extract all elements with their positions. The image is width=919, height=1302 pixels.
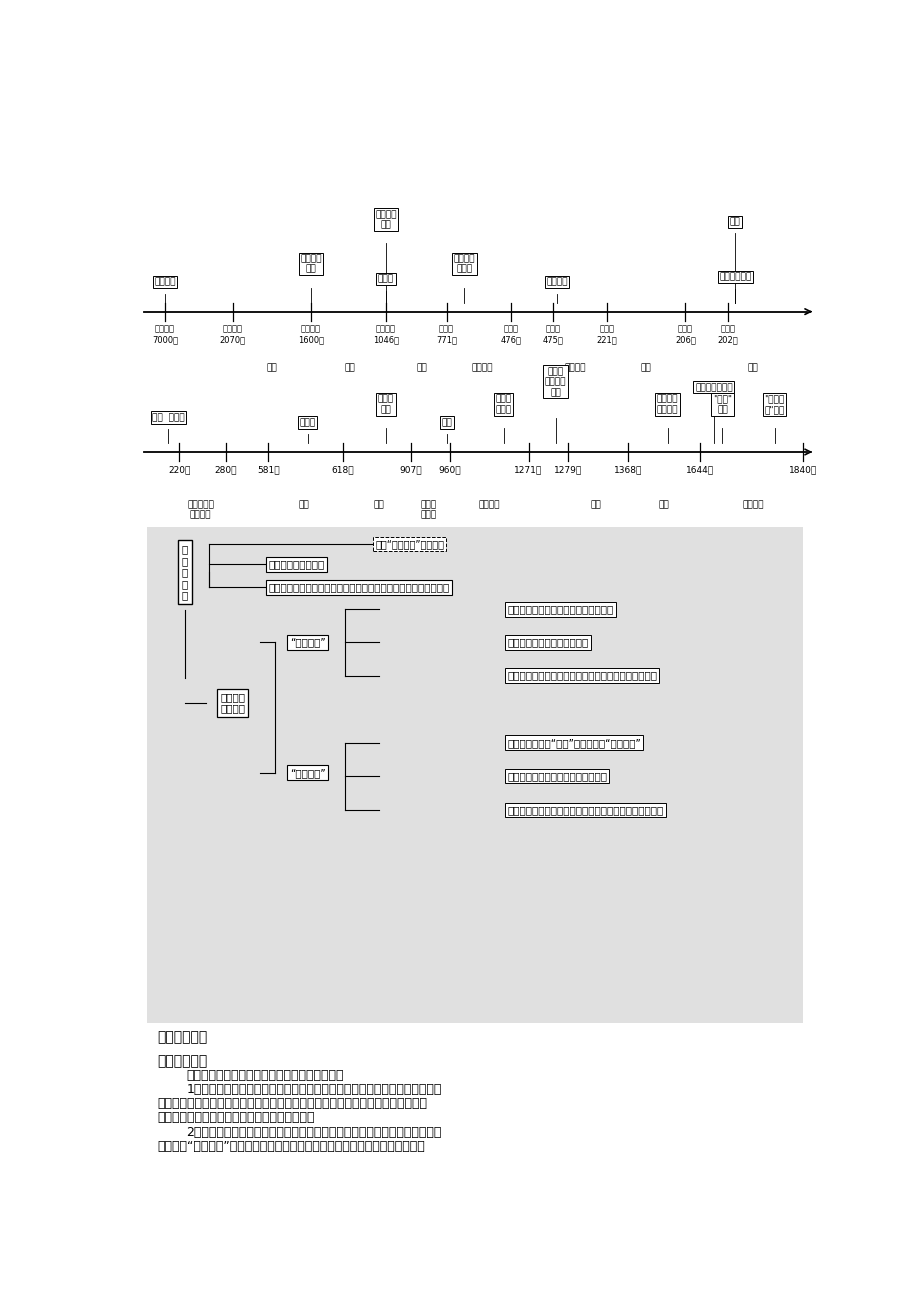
Text: "海禁"
政策: "海禁" 政策 — [712, 395, 732, 414]
Text: 秦朝: 秦朝 — [641, 363, 651, 372]
Text: 280年: 280年 — [214, 465, 236, 474]
Text: 五、合作探究: 五、合作探究 — [158, 1055, 208, 1069]
Text: 历程：明朝开始“海禁”，清朝实行“闭关锁国”: 历程：明朝开始“海禁”，清朝实行“闭关锁国” — [506, 738, 641, 747]
Text: 公元前
476年: 公元前 476年 — [500, 324, 521, 344]
Text: 丝绸之路开通: 丝绸之路开通 — [719, 272, 751, 281]
Text: 约公元前
1600年: 约公元前 1600年 — [298, 324, 323, 344]
Text: “重农抑商”: “重农抑商” — [289, 638, 325, 647]
Text: 均田制: 均田制 — [299, 418, 315, 427]
Text: 战国时期: 战国时期 — [563, 363, 585, 372]
Text: 1271年: 1271年 — [514, 465, 542, 474]
FancyBboxPatch shape — [147, 527, 802, 1023]
Text: 鲁国按亩
收税等: 鲁国按亩 收税等 — [453, 254, 474, 273]
Text: 鐵犊牛耕: 鐵犊牛耕 — [546, 277, 567, 286]
Text: 四大商
业名镇: 四大商 业名镇 — [495, 395, 511, 414]
Text: 约公元前
1046年: 约公元前 1046年 — [372, 324, 399, 344]
Text: 隋朝: 隋朝 — [299, 500, 309, 509]
Text: 春秋时期: 春秋时期 — [471, 363, 493, 372]
Text: 具有分散性、封闭性、落后性、脖弱性等特点。: 具有分散性、封闭性、落后性、脖弱性等特点。 — [158, 1111, 315, 1124]
Text: 公元前
206年: 公元前 206年 — [675, 324, 695, 344]
Text: 井田制: 井田制 — [378, 275, 393, 284]
Text: 1840年: 1840年 — [789, 465, 816, 474]
Text: 资本主义
萌芽出现: 资本主义 萌芽出现 — [656, 395, 677, 414]
Text: 公元前
221年: 公元前 221年 — [596, 324, 617, 344]
Text: 五代十
国时期: 五代十 国时期 — [420, 500, 437, 519]
Text: 约公元前
7000年: 约公元前 7000年 — [152, 324, 177, 344]
Text: 元朝: 元朝 — [590, 500, 601, 509]
Text: 西周: 西周 — [415, 363, 426, 372]
Text: 三国两晋南
北朝时期: 三国两晋南 北朝时期 — [187, 500, 214, 519]
Text: 唐朝“以农为本”经营农业: 唐朝“以农为本”经营农业 — [375, 539, 444, 549]
Text: 两宋时期: 两宋时期 — [478, 500, 500, 509]
Text: 青瓷: 青瓷 — [729, 217, 740, 227]
Text: 柜坊和
飞錢: 柜坊和 飞錢 — [378, 395, 393, 414]
Text: 一、小农经济、自然经济与商品经济的基本内涵: 一、小农经济、自然经济与商品经济的基本内涵 — [186, 1069, 344, 1082]
Text: "闭关锁
国"政策: "闭关锁 国"政策 — [764, 395, 784, 414]
Text: 斜纹提花
织物: 斜纹提花 织物 — [375, 210, 396, 229]
Text: 明朝: 明朝 — [658, 500, 669, 509]
Text: 元明清时期：继续繁荣，出现资本主义萌芽，但中外贸易开始委缩: 元明清时期：继续繁荣，出现资本主义萌芽，但中外贸易开始委缩 — [268, 582, 449, 592]
Text: 古代主要
经济政策: 古代主要 经济政策 — [220, 691, 244, 713]
Text: 两宋时期：空前繁荣: 两宋时期：空前繁荣 — [268, 560, 324, 569]
Text: 商朝: 商朝 — [345, 363, 356, 372]
Text: 影响：封建社会初期是必要的，但后来阻碍了社会进步: 影响：封建社会初期是必要的，但后来阻碍了社会进步 — [506, 671, 656, 681]
Text: 960年: 960年 — [438, 465, 461, 474]
Text: 公元前
771年: 公元前 771年 — [436, 324, 457, 344]
Text: 公元前
475年: 公元前 475年 — [542, 324, 563, 344]
Text: 世界第
一大港：
泉州: 世界第 一大港： 泉州 — [544, 367, 566, 397]
Text: 四、自主学习: 四、自主学习 — [158, 1030, 208, 1044]
Text: 白瓷  灌阙法: 白瓷 灌阙法 — [152, 413, 185, 422]
Text: 经济。它产生于春秋战国时期鐵犊牛耕的背景下，其性质是自给自足的自然经济，: 经济。它产生于春秋战国时期鐵犊牛耕的背景下，其性质是自给自足的自然经济， — [158, 1096, 427, 1109]
Text: 1644年: 1644年 — [685, 465, 713, 474]
Text: 本特征是“自给自足”，和商品经济相对立。自然经济早在原始社会就产生了，是: 本特征是“自给自足”，和商品经济相对立。自然经济早在原始社会就产生了，是 — [158, 1139, 425, 1152]
Text: 唐朝: 唐朝 — [373, 500, 384, 509]
Text: 1279年: 1279年 — [553, 465, 581, 474]
Text: 夏朝: 夏朝 — [267, 363, 277, 372]
Text: 结
构
与
特
点: 结 构 与 特 点 — [182, 544, 187, 600]
Text: 刀耕火种: 刀耕火种 — [154, 277, 176, 286]
Text: 内容：严格限制中外交往和中外贸易: 内容：严格限制中外交往和中外贸易 — [506, 771, 607, 781]
Text: 1．小农经济是以土地私有制为基础，以家庭为生产单位的小规模的个体农民: 1．小农经济是以土地私有制为基础，以家庭为生产单位的小规模的个体农民 — [186, 1082, 441, 1095]
Text: 618年: 618年 — [332, 465, 354, 474]
Text: “闭关锁国”: “闭关锁国” — [289, 768, 325, 777]
Text: 影响：有一定的自卫作用，但还是阻碍了社会进步和发展: 影响：有一定的自卫作用，但还是阻碍了社会进步和发展 — [506, 805, 663, 815]
Text: 徽商、晋商出现: 徽商、晋商出现 — [695, 383, 732, 392]
Text: 约公元前
2070年: 约公元前 2070年 — [220, 324, 245, 344]
Text: 公元前
202年: 公元前 202年 — [717, 324, 738, 344]
Text: 历程：商鳅变法开始，大多数朝代坚持: 历程：商鳅变法开始，大多数朝代坚持 — [506, 604, 613, 615]
Text: 2．自然经济是为了满足生产者或经济单位自身需要而生产的经济形式。其基: 2．自然经济是为了满足生产者或经济单位自身需要而生产的经济形式。其基 — [186, 1126, 441, 1139]
Text: 交子: 交子 — [441, 418, 451, 427]
Text: 出现青铜
农具: 出现青铜 农具 — [300, 254, 322, 273]
Text: 220年: 220年 — [168, 465, 190, 474]
Text: 907年: 907年 — [399, 465, 422, 474]
Text: 581年: 581年 — [256, 465, 279, 474]
Text: 两汉: 两汉 — [747, 363, 757, 372]
Text: 1368年: 1368年 — [614, 465, 641, 474]
Text: 内容：以农为本，以工商为末: 内容：以农为本，以工商为末 — [506, 638, 588, 647]
Text: 清朝前期: 清朝前期 — [742, 500, 763, 509]
